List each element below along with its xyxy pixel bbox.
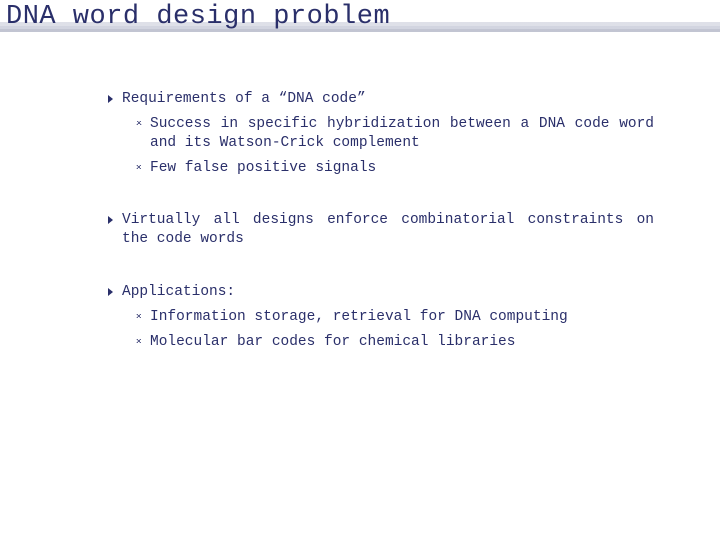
bullet-block: Virtually all designs enforce combinator… (108, 211, 654, 249)
bullet-l1: Requirements of a “DNA code” (108, 90, 654, 109)
bullet-l1: Applications: (108, 283, 654, 302)
bullet-block: Applications: Information storage, retri… (108, 283, 654, 352)
bullet-l2: Molecular bar codes for chemical librari… (136, 333, 654, 352)
slide: DNA word design problem Requirements of … (0, 0, 720, 540)
slide-title: DNA word design problem (6, 2, 720, 32)
bullet-l1: Virtually all designs enforce combinator… (108, 211, 654, 249)
bullet-l2: Few false positive signals (136, 159, 654, 178)
content-region: Requirements of a “DNA code” Success in … (108, 90, 654, 358)
bullet-l2: Information storage, retrieval for DNA c… (136, 308, 654, 327)
bullet-l2: Success in specific hybridization betwee… (136, 115, 654, 153)
title-region: DNA word design problem (0, 0, 720, 32)
bullet-block: Requirements of a “DNA code” Success in … (108, 90, 654, 177)
